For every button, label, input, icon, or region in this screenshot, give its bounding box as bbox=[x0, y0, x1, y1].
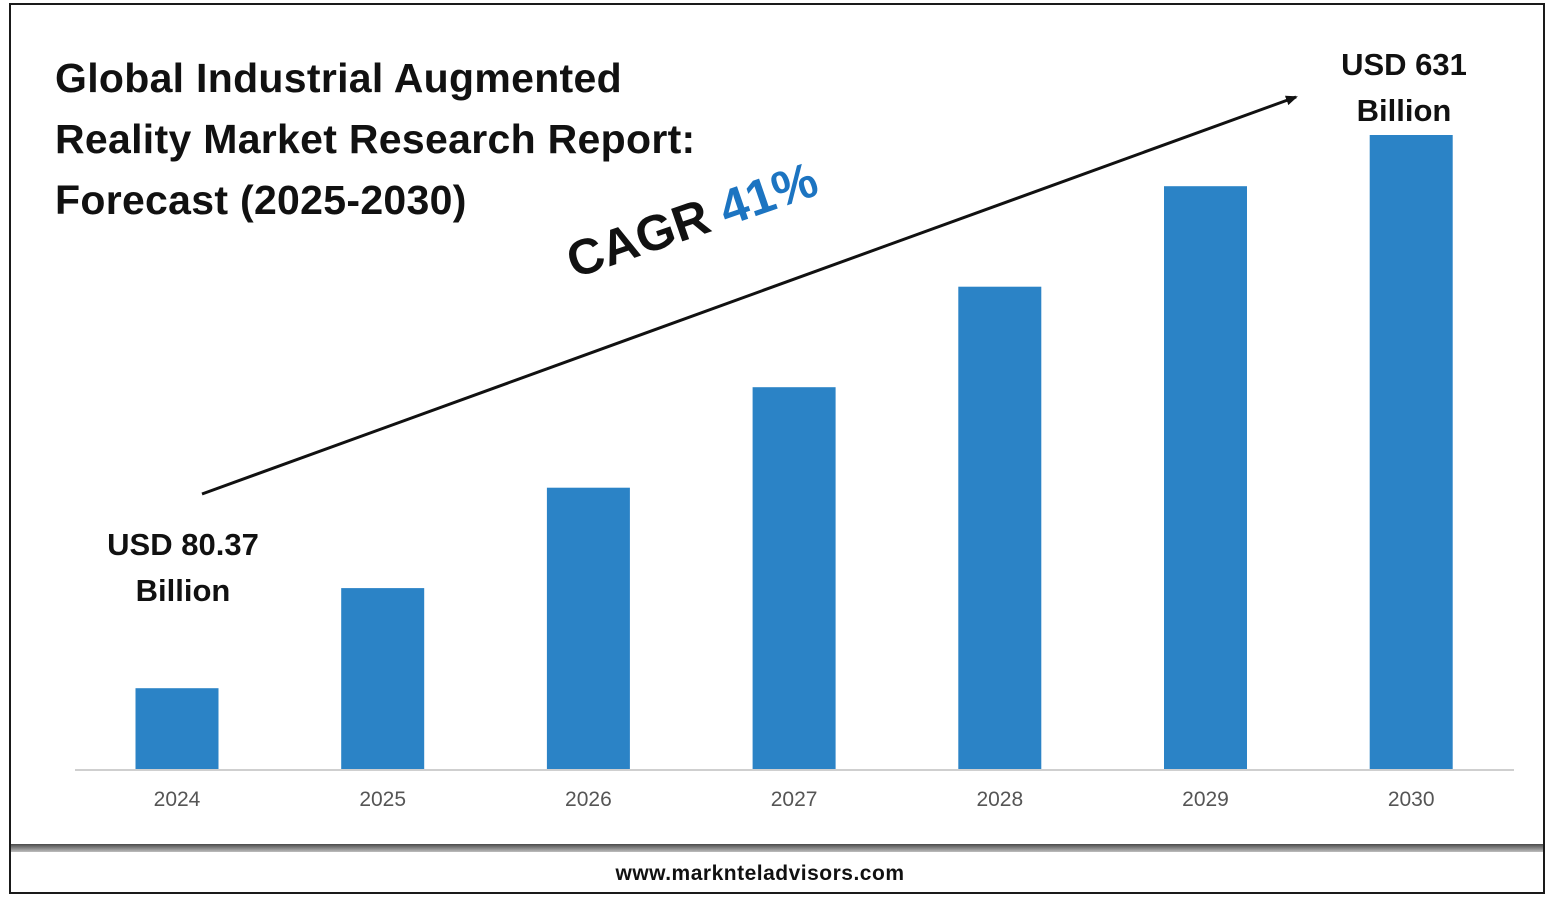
chart-title: Global Industrial Augmented Reality Mark… bbox=[55, 55, 696, 223]
x-tick-2026: 2026 bbox=[565, 788, 612, 811]
trend-arrow bbox=[201, 95, 1298, 496]
bar-2027 bbox=[752, 387, 836, 769]
x-tick-2024: 2024 bbox=[154, 788, 201, 811]
bar-2026 bbox=[546, 487, 630, 769]
bar-2029 bbox=[1164, 186, 1247, 769]
bars-group bbox=[135, 135, 1453, 769]
x-tick-labels: 2024 2025 2026 2027 2028 2029 2030 bbox=[154, 788, 1435, 811]
bar-2028 bbox=[958, 286, 1042, 769]
end-value-label: USD 631 Billion bbox=[1341, 47, 1467, 128]
x-tick-2028: 2028 bbox=[976, 788, 1023, 811]
bar-2030 bbox=[1369, 135, 1453, 769]
x-tick-2025: 2025 bbox=[359, 788, 406, 811]
x-tick-2030: 2030 bbox=[1388, 788, 1435, 811]
x-tick-2029: 2029 bbox=[1182, 788, 1229, 811]
bar-2025 bbox=[341, 588, 425, 769]
bar-2024 bbox=[135, 688, 219, 769]
footer-url: www.marknteladvisors.com bbox=[615, 862, 905, 885]
start-value-label: USD 80.37 Billion bbox=[107, 527, 259, 608]
x-tick-2027: 2027 bbox=[771, 788, 818, 811]
footer-divider bbox=[11, 844, 1543, 852]
